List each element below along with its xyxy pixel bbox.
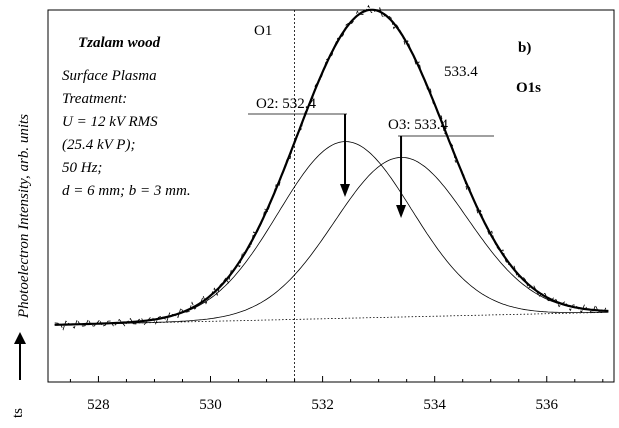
treatment-line: Treatment: xyxy=(62,91,127,107)
y-axis-label-group: Photoelectron Intensity, arb. units xyxy=(16,114,32,319)
panel-label: b) xyxy=(518,40,531,56)
component-peak-o3 xyxy=(54,157,609,326)
sample-name: Tzalam wood xyxy=(78,35,161,51)
x-tick-label: 536 xyxy=(536,397,559,413)
y-axis-label: Photoelectron Intensity, arb. units xyxy=(16,114,32,319)
peak-position-annotation: 533.4 xyxy=(444,64,478,80)
treatment-line: U = 12 kV RMS xyxy=(62,114,158,130)
x-tick-label: 530 xyxy=(199,397,222,413)
y-axis-arrow-icon xyxy=(14,332,26,344)
experimental-data xyxy=(54,4,608,331)
peak-label-o1: O1 xyxy=(254,23,272,39)
annotations: Tzalam wood Surface Plasma Treatment: U = … xyxy=(62,23,541,218)
peak-label-o2: O2: 532.4 xyxy=(256,96,317,112)
treatment-line: d = 6 mm; b = 3 mm. xyxy=(62,183,191,199)
y-axis-label-cut: ts xyxy=(10,408,26,418)
peak-label-o3: O3: 533.4 xyxy=(388,117,449,133)
x-tick-label: 534 xyxy=(423,397,446,413)
arrow-head-o2-icon xyxy=(340,184,351,197)
y-axis-label-cut-group: ts xyxy=(10,408,26,418)
treatment-line: Surface Plasma xyxy=(62,68,157,84)
treatment-line: 50 Hz; xyxy=(62,160,102,176)
core-level-label: O1s xyxy=(516,80,541,96)
treatment-text: Surface Plasma Treatment: U = 12 kV RMS (25… xyxy=(62,68,191,199)
x-axis: 528 530 532 534 536 xyxy=(69,376,604,413)
component-peak-o2 xyxy=(54,141,609,326)
arrow-head-o3-icon xyxy=(396,205,407,218)
fitted-envelope xyxy=(54,8,609,326)
plot-frame xyxy=(47,9,615,383)
x-tick-label: 528 xyxy=(87,397,110,413)
plot-area xyxy=(54,4,609,382)
x-tick-label: 532 xyxy=(311,397,334,413)
treatment-line: (25.4 kV P); xyxy=(62,137,135,153)
